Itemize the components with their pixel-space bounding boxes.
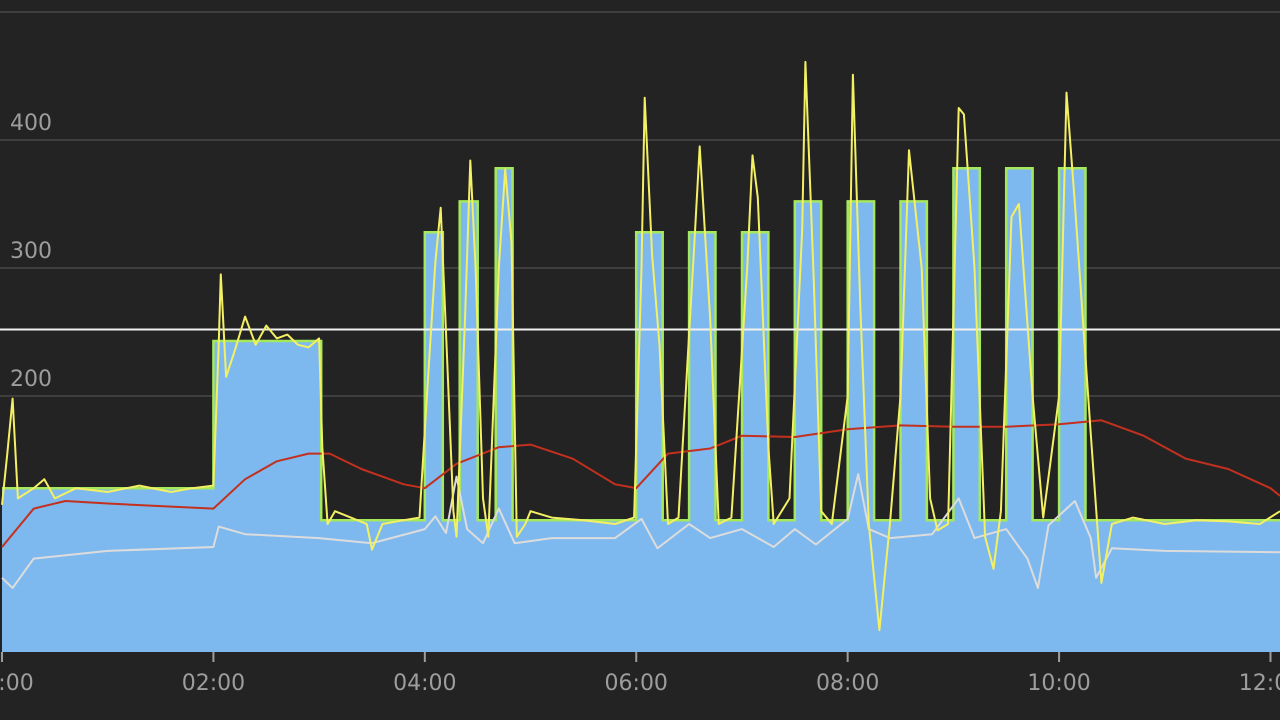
data-line bbox=[1, 419, 1280, 548]
data-line bbox=[1, 473, 1280, 589]
y-tick-label: 200 bbox=[10, 367, 52, 392]
y-tick-label: 300 bbox=[10, 239, 52, 264]
x-tick-label: 04:00 bbox=[393, 671, 456, 696]
x-tick-label: 00:00 bbox=[0, 671, 34, 696]
target-area bbox=[2, 168, 1280, 652]
x-tick-label: 08:00 bbox=[816, 671, 879, 696]
x-tick-label: 10:00 bbox=[1027, 671, 1090, 696]
x-tick-label: 02:00 bbox=[182, 671, 245, 696]
x-tick-label: 06:00 bbox=[605, 671, 668, 696]
x-tick-label: 12:00 bbox=[1239, 671, 1280, 696]
data-line bbox=[1, 60, 1280, 632]
y-tick-label: 400 bbox=[10, 111, 52, 136]
